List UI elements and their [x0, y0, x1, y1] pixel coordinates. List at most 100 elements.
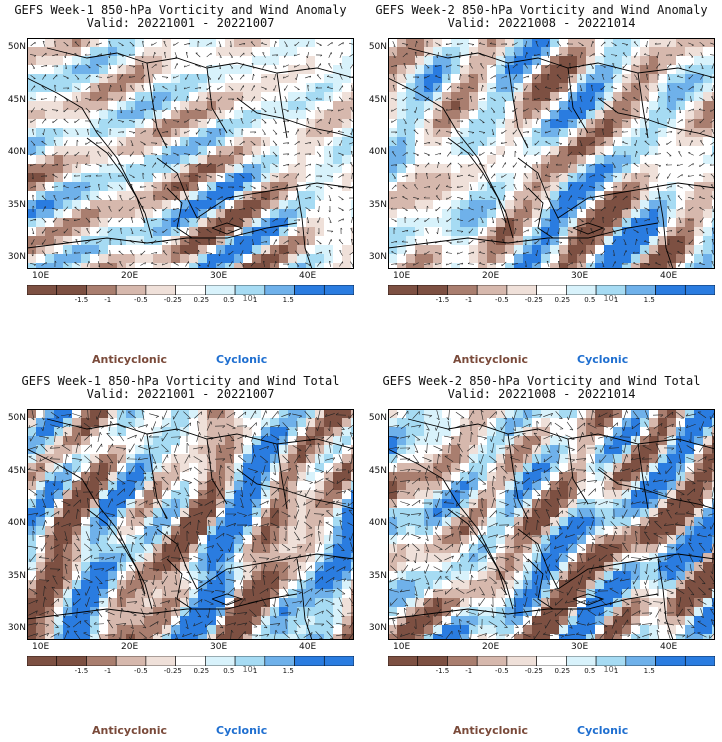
colorbar-tick-label: 1.5 [282, 296, 294, 304]
colorbar-swatch [264, 285, 295, 295]
coastlines [388, 418, 715, 640]
map-frame [388, 409, 715, 640]
colorbar-tick-label: 0.5 [223, 296, 235, 304]
colorbar-tick-label: -0.5 [134, 667, 148, 675]
vorticity-map [27, 38, 354, 269]
panel-valid-dates: Valid: 20221001 - 20221007 [86, 387, 275, 401]
longitude-label: 10E [32, 271, 50, 281]
colorbar-tick-label: 0.25 [554, 667, 571, 675]
colorbar-swatch [56, 656, 87, 666]
colorbar-tick-label: 1 [613, 667, 619, 675]
latitude-label: 45N [7, 465, 26, 476]
panel-title: GEFS Week-2 850-hPa Vorticity and Wind A… [375, 3, 708, 17]
colorbar-tick-label: 1 [613, 296, 619, 304]
longitude-label: 10E [393, 271, 411, 281]
colorbar-swatch [417, 656, 448, 666]
latitude-label: 50N [7, 413, 26, 423]
vorticity-shading [388, 38, 715, 269]
longitude-label: 30E [210, 271, 228, 281]
panel-valid-dates: Valid: 20221001 - 20221007 [86, 16, 275, 30]
colorbar-swatch [476, 285, 508, 295]
longitude-label: 40E [660, 642, 678, 652]
colorbar-tick-label: -1.5 [435, 296, 450, 304]
colorbar-swatch [388, 656, 419, 666]
latitude-label: 30N [7, 252, 26, 262]
latitude-label: 35N [7, 199, 26, 210]
colorbar-tick-label: -0.25 [163, 667, 182, 675]
colorbar-swatch [294, 656, 325, 666]
vorticity-colorbar [388, 656, 715, 666]
colorbar-unit: 10¹ [603, 665, 617, 674]
longitude-label: 20E [121, 642, 139, 652]
panel-title: GEFS Week-1 850-hPa Vorticity and Wind A… [14, 3, 347, 17]
longitude-label: 30E [210, 642, 228, 652]
colorbar-tick-label: 1.5 [643, 296, 655, 304]
colorbar-swatch [323, 656, 354, 666]
colorbar-swatch [684, 285, 715, 295]
colorbar-tick-label: 1.5 [643, 667, 655, 675]
colorbar-tick-label: -1 [465, 667, 473, 675]
latitude-label: 40N [368, 147, 387, 157]
map-panel-week1-anomaly: GEFS Week-1 850-hPa Vorticity and Wind A… [0, 0, 361, 371]
latitude-label: 50N [368, 42, 387, 52]
colorbar-swatch [86, 285, 117, 295]
colorbar-swatch [625, 285, 656, 295]
longitude-label: 10E [393, 642, 411, 652]
colorbar-tick-label: 1.5 [282, 667, 294, 675]
colorbar-tick-label: 1 [252, 296, 258, 304]
latitude-label: 35N [7, 570, 26, 581]
vorticity-colorbar [27, 285, 354, 295]
colorbar-swatch [27, 285, 58, 295]
longitude-label: 20E [482, 642, 500, 652]
longitude-label: 20E [482, 271, 500, 281]
latitude-label: 30N [368, 252, 387, 262]
anticyclonic-label: Anticyclonic [92, 724, 168, 737]
colorbar-tick-label: 0.5 [584, 296, 596, 304]
colorbar-swatch [536, 656, 567, 666]
anticyclonic-label: Anticyclonic [453, 353, 529, 366]
colorbar-swatch [175, 656, 206, 666]
longitude-label: 20E [121, 271, 139, 281]
colorbar-tick-label: -0.5 [495, 296, 509, 304]
colorbar-swatch [388, 285, 419, 295]
colorbar-tick-label: -1.5 [435, 667, 450, 675]
latitude-label: 50N [368, 413, 387, 423]
colorbar-tick-label: -0.25 [524, 667, 543, 675]
latitude-label: 45N [368, 94, 387, 105]
anticyclonic-label: Anticyclonic [92, 353, 168, 366]
colorbar-swatch [205, 285, 236, 295]
map-frame [27, 409, 354, 640]
panel-title: GEFS Week-2 850-hPa Vorticity and Wind T… [382, 374, 701, 388]
colorbar-swatch [145, 656, 176, 666]
cyclonic-label: Cyclonic [216, 353, 268, 366]
coastlines [388, 47, 715, 269]
latitude-label: 45N [368, 465, 387, 476]
map-panel-week1-total: GEFS Week-1 850-hPa Vorticity and Wind T… [0, 371, 361, 742]
colorbar-tick-label: 0.25 [554, 296, 571, 304]
coastlines [27, 47, 354, 269]
colorbar-unit: 10¹ [242, 294, 256, 303]
colorbar-tick-label: 0.25 [193, 296, 210, 304]
colorbar-swatch [447, 656, 478, 666]
colorbar-swatch [566, 656, 597, 666]
colorbar-tick-label: 0.25 [193, 667, 210, 675]
colorbar-tick-label: -1 [104, 296, 112, 304]
vorticity-colorbar [388, 285, 715, 295]
colorbar-unit: 10¹ [603, 294, 617, 303]
latitude-label: 50N [7, 42, 26, 52]
colorbar-tick-label: -1.5 [74, 296, 89, 304]
colorbar-swatch [625, 656, 656, 666]
anticyclonic-label: Anticyclonic [453, 724, 529, 737]
longitude-label: 30E [571, 271, 589, 281]
cyclonic-label: Cyclonic [577, 353, 629, 366]
panel-valid-dates: Valid: 20221008 - 20221014 [447, 16, 636, 30]
vorticity-map [388, 38, 715, 269]
wind-vectors [388, 409, 715, 640]
map-panel-week2-total: GEFS Week-2 850-hPa Vorticity and Wind T… [361, 371, 722, 742]
colorbar-swatch [27, 656, 58, 666]
colorbar-swatch [476, 656, 508, 666]
colorbar-swatch [175, 285, 206, 295]
vorticity-colorbar [27, 656, 354, 666]
latitude-label: 40N [368, 518, 387, 528]
colorbar-tick-label: 0.5 [223, 667, 235, 675]
